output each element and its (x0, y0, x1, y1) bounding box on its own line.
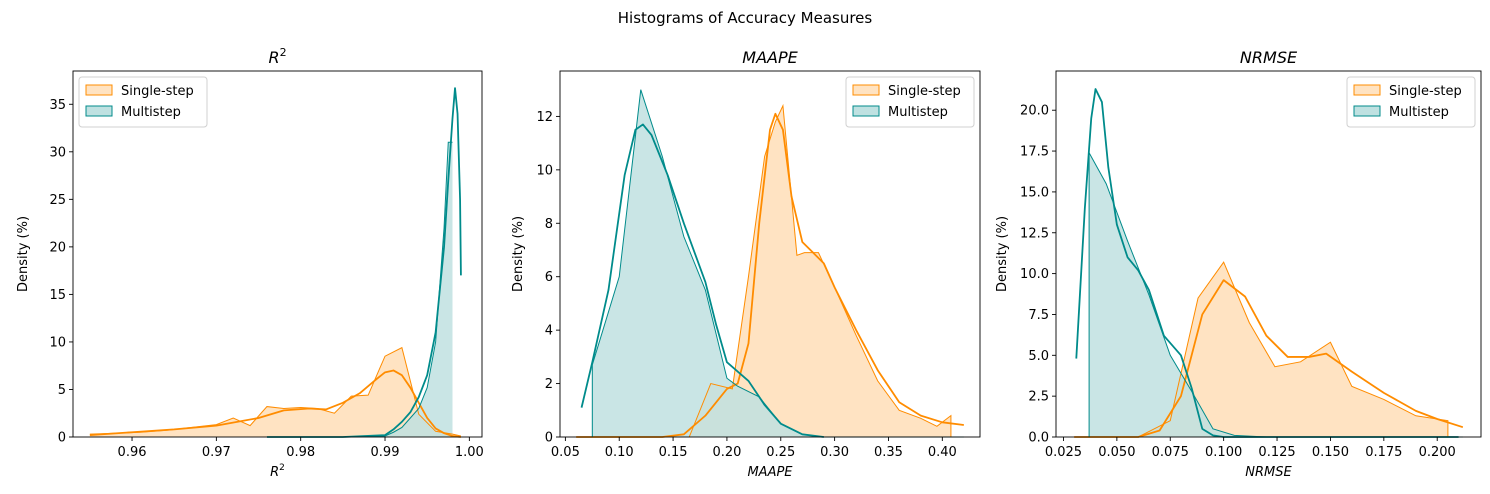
legend-label-single-step: Single-step (888, 84, 961, 99)
y-tick-label: 0.0 (1028, 431, 1049, 446)
x-tick-label: 0.35 (874, 445, 903, 460)
x-tick-label: 0.99 (371, 445, 400, 460)
figure-suptitle: Histograms of Accuracy Measures (618, 9, 873, 27)
y-tick-label: 20.0 (1020, 104, 1049, 119)
y-tick-label: 6 (545, 270, 553, 285)
legend-swatch-single-step (1353, 84, 1381, 96)
y-axis-label: Density (%) (16, 216, 31, 292)
kde-line-multistep (1075, 88, 1459, 438)
legend-swatch-single-step (852, 84, 880, 96)
legend-swatch-multistep (852, 105, 880, 117)
x-tick-label: 0.175 (1365, 445, 1402, 460)
legend: Single-step Multistep (845, 76, 975, 128)
x-tick-label: 0.075 (1152, 445, 1189, 460)
y-tick-label: 12.5 (1020, 226, 1049, 241)
y-tick-label: 5.0 (1028, 349, 1049, 364)
x-axis-label: NRMSE (1245, 465, 1292, 480)
x-tick-label: 0.97 (202, 445, 231, 460)
x-tick-label: 0.150 (1312, 445, 1349, 460)
y-tick-label: 7.5 (1028, 308, 1049, 323)
x-tick-label: 0.200 (1419, 445, 1456, 460)
kde-line-multistep (580, 123, 824, 438)
kde-line-multistep (266, 87, 462, 438)
x-axis-label: R2 (270, 463, 285, 480)
hist-fill-multistep (592, 89, 964, 437)
y-tick-label: 2.5 (1028, 390, 1049, 405)
x-tick-label: 0.05 (551, 445, 580, 460)
y-tick-label: 8 (545, 217, 553, 232)
kde-line-single-step (1074, 279, 1464, 438)
subplot-2: 0.05 0.10 0.15 0.20 0.25 0.30 0.35 0.40 0 2 4 6 8 10 1… (511, 48, 981, 480)
kde-line-single-step (576, 112, 964, 438)
x-tick-label: 0.98 (286, 445, 315, 460)
y-tick-label: 4 (545, 324, 553, 339)
axes-frame (72, 70, 483, 438)
y-tick-label: 20 (49, 240, 66, 255)
y-tick-label: 10.0 (1020, 267, 1049, 282)
axes-frame (559, 70, 981, 438)
x-tick-label: 0.96 (118, 445, 147, 460)
legend-label-multistep: Multistep (1389, 105, 1449, 120)
subplot-1: 0.96 0.97 0.98 0.99 1.00 0 5 10 15 20 25 30 35 R2 R2 De… (16, 46, 484, 480)
axes-frame (1055, 70, 1482, 438)
hist-fill-single-step (89, 347, 461, 437)
subplot-title: NRMSE (1240, 48, 1298, 67)
legend-swatch-single-step (85, 84, 113, 96)
y-tick-label: 0 (545, 431, 553, 446)
y-tick-label: 15 (49, 288, 66, 303)
y-tick-label: 17.5 (1020, 145, 1049, 160)
y-tick-label: 35 (49, 98, 66, 113)
hist-fill-single-step (1138, 262, 1448, 437)
legend: Single-step Multistep (78, 76, 208, 128)
y-tick-label: 25 (49, 193, 66, 208)
x-tick-label: 0.100 (1205, 445, 1242, 460)
y-tick-label: 15.0 (1020, 185, 1049, 200)
hist-fill-single-step (689, 105, 951, 438)
x-tick-label: 0.050 (1098, 445, 1135, 460)
legend-label-multistep: Multistep (121, 105, 181, 120)
hist-outline-single-step (688, 103, 952, 438)
legend-label-multistep: Multistep (888, 105, 948, 120)
legend-label-single-step: Single-step (1389, 84, 1462, 99)
legend-label-single-step: Single-step (121, 84, 194, 99)
x-tick-label: 1.00 (455, 445, 484, 460)
x-tick-label: 0.40 (928, 445, 957, 460)
y-axis-label: Density (%) (511, 216, 526, 292)
hist-outline-multistep (1088, 152, 1463, 438)
hist-outline-single-step (1137, 261, 1449, 438)
hist-fill-multistep (1089, 152, 1463, 438)
x-tick-label: 0.30 (820, 445, 849, 460)
x-tick-label: 0.25 (766, 445, 795, 460)
y-tick-label: 5 (58, 383, 66, 398)
y-tick-label: 10 (49, 335, 66, 350)
x-tick-label: 0.15 (659, 445, 688, 460)
hist-fill-multistep (266, 142, 453, 437)
subplot-3: 0.025 0.050 0.075 0.100 0.125 0.150 0.175 0.200… (995, 48, 1482, 480)
x-tick-label: 0.025 (1045, 445, 1082, 460)
subplot-title: MAAPE (742, 48, 798, 67)
x-axis-label: MAAPE (747, 465, 793, 480)
legend-swatch-multistep (1353, 105, 1381, 117)
y-tick-label: 12 (536, 110, 553, 125)
y-tick-label: 10 (536, 163, 553, 178)
y-axis-label: Density (%) (995, 216, 1010, 292)
x-tick-label: 0.10 (605, 445, 634, 460)
kde-line-single-step (89, 369, 462, 438)
y-tick-label: 2 (545, 377, 553, 392)
x-tick-label: 0.20 (712, 445, 741, 460)
legend: Single-step Multistep (1346, 76, 1476, 128)
y-tick-label: 0 (58, 431, 66, 446)
x-tick-label: 0.125 (1258, 445, 1295, 460)
subplot-title: R2 (268, 46, 286, 67)
legend-swatch-multistep (85, 105, 113, 117)
y-tick-label: 30 (49, 145, 66, 160)
